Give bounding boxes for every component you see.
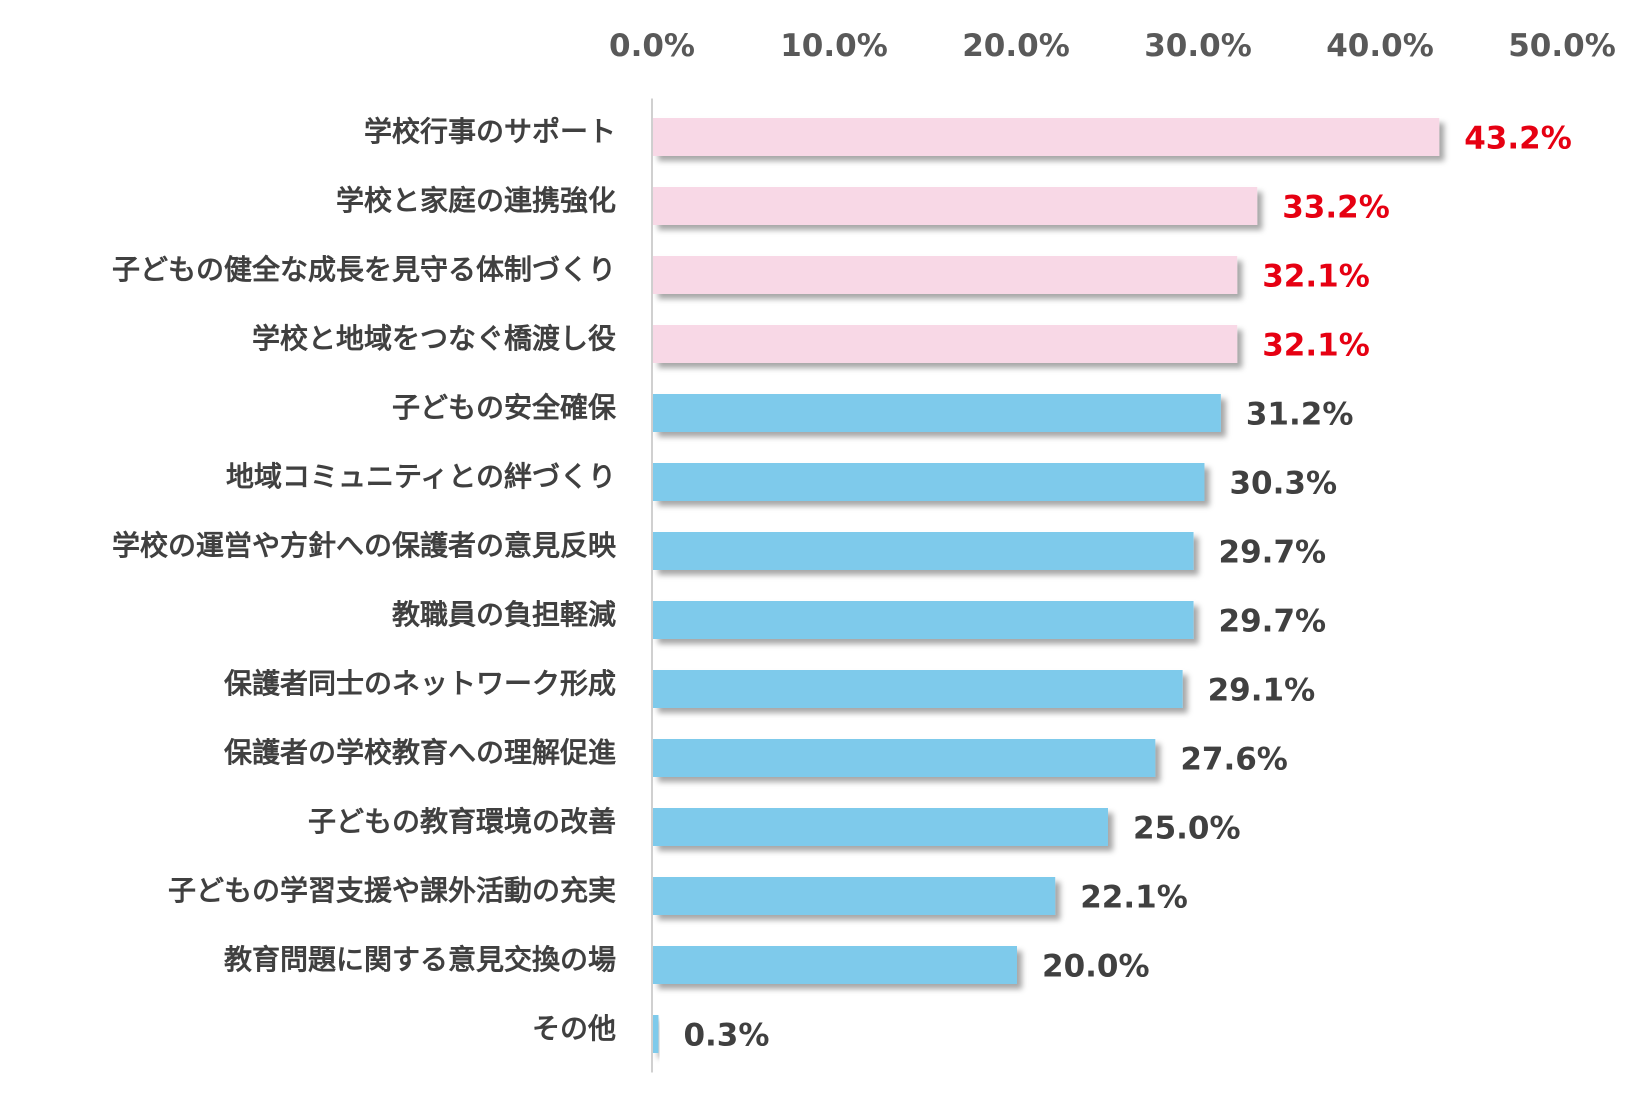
bar — [653, 463, 1205, 501]
bar — [653, 532, 1194, 570]
bar — [653, 118, 1440, 156]
category-label: 地域コミュニティとの絆づくり — [226, 460, 616, 493]
value-label: 33.2% — [1282, 190, 1390, 226]
value-label: 0.3% — [683, 1018, 769, 1054]
category-label: 教育問題に関する意見交換の場 — [224, 943, 616, 976]
value-label: 27.6% — [1180, 742, 1288, 778]
value-label: 25.0% — [1133, 811, 1241, 847]
bar — [653, 394, 1221, 432]
category-label: 子どもの健全な成長を見守る体制づくり — [112, 253, 616, 286]
x-tick-label: 50.0% — [1508, 28, 1616, 64]
x-tick-label: 20.0% — [962, 28, 1070, 64]
bar — [653, 187, 1258, 225]
value-label: 22.1% — [1080, 880, 1188, 916]
value-label: 30.3% — [1229, 466, 1337, 502]
category-label: 保護者同士のネットワーク形成 — [224, 667, 616, 700]
value-label: 20.0% — [1042, 949, 1150, 985]
category-label: 子どもの学習支援や課外活動の充実 — [168, 874, 616, 907]
category-label: 学校の運営や方針への保護者の意見反映 — [112, 529, 617, 562]
value-label: 32.1% — [1262, 259, 1370, 295]
value-label: 29.7% — [1219, 535, 1327, 571]
category-label: 教職員の負担軽減 — [392, 598, 616, 631]
category-label: 学校と地域をつなぐ橋渡し役 — [252, 322, 616, 355]
x-tick-label: 10.0% — [780, 28, 888, 64]
bar — [653, 601, 1194, 639]
bar — [653, 739, 1156, 777]
category-label: 学校と家庭の連携強化 — [336, 184, 616, 217]
category-label: その他 — [532, 1012, 616, 1045]
x-tick-label: 0.0% — [609, 28, 695, 64]
bar — [653, 808, 1108, 846]
value-label: 29.1% — [1208, 673, 1316, 709]
category-label: 子どもの安全確保 — [392, 391, 617, 424]
category-label: 子どもの教育環境の改善 — [308, 805, 616, 838]
value-label: 31.2% — [1246, 397, 1354, 433]
x-tick-label: 30.0% — [1144, 28, 1252, 64]
category-label: 保護者の学校教育への理解促進 — [224, 736, 616, 769]
bar — [653, 946, 1017, 984]
bar — [653, 877, 1056, 915]
bar — [653, 1015, 659, 1053]
x-tick-label: 40.0% — [1326, 28, 1434, 64]
value-label: 43.2% — [1464, 121, 1572, 157]
category-label: 学校行事のサポート — [364, 115, 616, 148]
bar — [653, 670, 1183, 708]
value-label: 29.7% — [1219, 604, 1327, 640]
bar — [653, 256, 1238, 294]
value-label: 32.1% — [1262, 328, 1370, 364]
bar — [653, 325, 1238, 363]
